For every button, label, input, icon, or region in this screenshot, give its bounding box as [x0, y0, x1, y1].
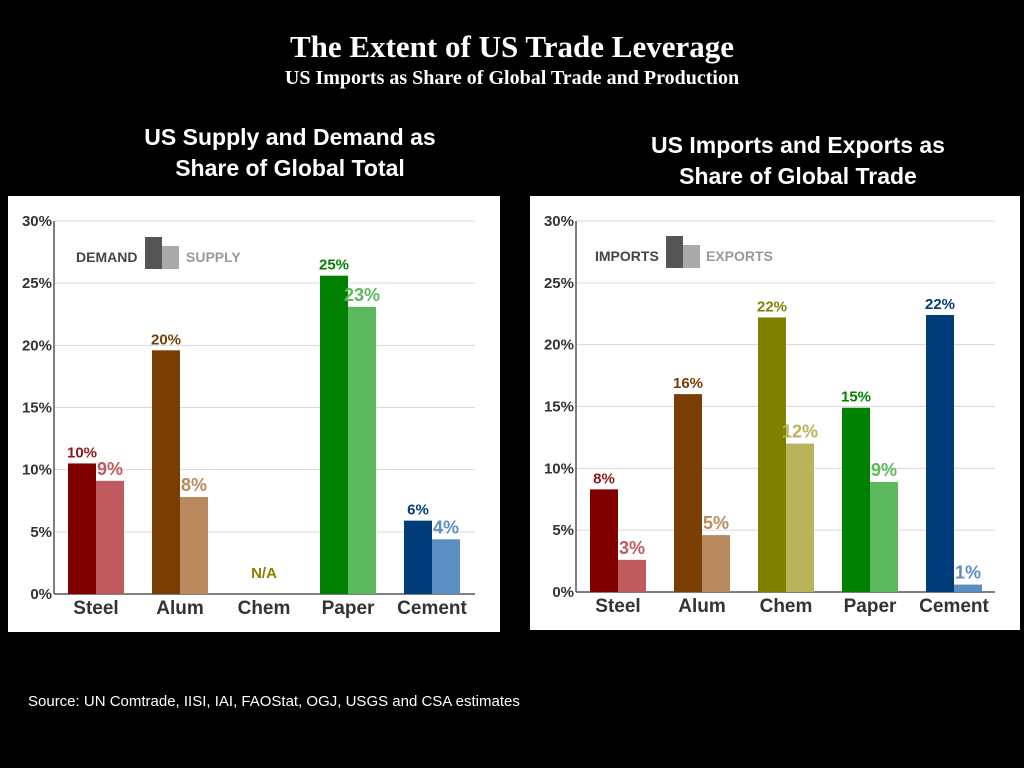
- bar-imports: [926, 314, 954, 592]
- x-category-label: Chem: [760, 596, 813, 617]
- bar-exports: [954, 584, 982, 592]
- legend-label-series-2: EXPORTS: [706, 248, 773, 264]
- data-label: 3%: [619, 538, 645, 558]
- y-tick-label: 20%: [22, 337, 52, 354]
- y-tick-label: 15%: [22, 400, 52, 417]
- left-chart-title-line-1: US Supply and Demand as: [144, 124, 436, 150]
- data-label: 25%: [319, 257, 349, 274]
- data-label: 12%: [782, 422, 818, 442]
- y-tick-label: 5%: [30, 524, 52, 541]
- data-label: 4%: [433, 517, 459, 537]
- data-label: 22%: [925, 296, 955, 313]
- data-label-na: N/A: [251, 565, 277, 582]
- legend-swatch-series-1: [666, 236, 683, 268]
- data-label: 22%: [757, 298, 787, 315]
- left-chart-title-line-2: Share of Global Total: [175, 155, 405, 181]
- y-tick-label: 30%: [22, 213, 52, 230]
- data-label: 5%: [703, 513, 729, 533]
- legend-swatch-series-1: [145, 237, 162, 269]
- data-label: 15%: [841, 389, 871, 406]
- bar-supply: [432, 539, 460, 594]
- x-category-label: Steel: [73, 598, 118, 619]
- legend-swatch-series-2: [162, 246, 179, 269]
- bar-imports: [842, 407, 870, 592]
- bar-demand: [68, 463, 96, 594]
- data-label: 9%: [871, 460, 897, 480]
- y-tick-label: 30%: [544, 213, 574, 230]
- y-tick-label: 25%: [22, 275, 52, 292]
- data-label: 8%: [181, 475, 207, 495]
- legend-label-series-2: SUPPLY: [186, 249, 241, 265]
- y-tick-label: 0%: [552, 584, 574, 601]
- x-category-label: Chem: [238, 598, 291, 619]
- right-chart-title-line-1: US Imports and Exports as: [651, 132, 945, 158]
- bar-supply: [348, 306, 376, 594]
- y-tick-label: 20%: [544, 337, 574, 354]
- left-chart-title: US Supply and Demand as Share of Global …: [80, 122, 500, 184]
- y-tick-label: 15%: [544, 399, 574, 416]
- slide-subtitle: US Imports as Share of Global Trade and …: [284, 67, 740, 89]
- imports-exports-chart-panel: 0% 5% 10% 15% 20% 25% 30% IMPORTS EXPORTS 8% 3% Ste…: [530, 196, 1020, 630]
- bar-exports: [702, 535, 730, 592]
- slide-title: The Extent of US Trade Leverage: [290, 29, 734, 64]
- bar-demand: [320, 275, 348, 594]
- bar-supply: [96, 480, 124, 594]
- x-category-label: Alum: [156, 598, 204, 619]
- supply-demand-chart-panel: 0% 5% 10% 15% 20% 25% 30% DEMAND SUPPLY 10% 9% Stee…: [8, 196, 500, 632]
- legend-swatch-series-2: [683, 245, 700, 268]
- x-category-label: Paper: [322, 598, 375, 619]
- data-label: 16%: [673, 375, 703, 392]
- bar-imports: [590, 489, 618, 592]
- supply-demand-chart: 0%5%10%15%20%25%30%DEMAND SUPPLY10%9%Stee…: [22, 213, 475, 619]
- imports-exports-chart: 0% 5% 10% 15% 20% 25% 30% IMPORTS EXPORTS 8% 3% Ste…: [544, 213, 995, 617]
- y-tick-label: 25%: [544, 275, 574, 292]
- bar-supply: [180, 497, 208, 594]
- bar-demand: [404, 520, 432, 594]
- data-label: 8%: [593, 470, 615, 487]
- source-note: Source: UN Comtrade, IISI, IAI, FAOStat,…: [28, 693, 520, 710]
- bar-imports: [758, 317, 786, 592]
- x-category-label: Paper: [844, 596, 897, 617]
- bar-imports: [674, 394, 702, 592]
- data-label: 6%: [407, 502, 429, 519]
- data-label: 1%: [955, 563, 981, 583]
- bar-exports: [618, 559, 646, 592]
- x-category-label: Cement: [397, 598, 467, 619]
- x-category-label: Cement: [919, 596, 989, 617]
- data-label: 20%: [151, 331, 181, 348]
- data-label: 9%: [97, 459, 123, 479]
- bar-exports: [870, 481, 898, 592]
- data-label: 23%: [344, 285, 380, 305]
- bar-exports: [786, 443, 814, 592]
- x-category-label: Alum: [678, 596, 726, 617]
- y-tick-label: 10%: [544, 460, 574, 477]
- right-chart-title-line-2: Share of Global Trade: [679, 163, 917, 189]
- y-tick-label: 5%: [552, 522, 574, 539]
- bar-demand: [152, 350, 180, 594]
- data-label: 10%: [67, 444, 97, 461]
- right-chart-title: US Imports and Exports as Share of Globa…: [588, 130, 1008, 192]
- y-tick-label: 0%: [30, 586, 52, 603]
- legend-label-series-1: IMPORTS: [595, 248, 659, 264]
- x-category-label: Steel: [595, 596, 640, 617]
- y-tick-label: 10%: [22, 462, 52, 479]
- legend-label-series-1: DEMAND: [76, 249, 137, 265]
